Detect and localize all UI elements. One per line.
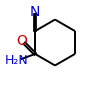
Text: N: N [30, 5, 40, 19]
Text: O: O [16, 34, 27, 48]
Text: H₂N: H₂N [5, 54, 29, 67]
